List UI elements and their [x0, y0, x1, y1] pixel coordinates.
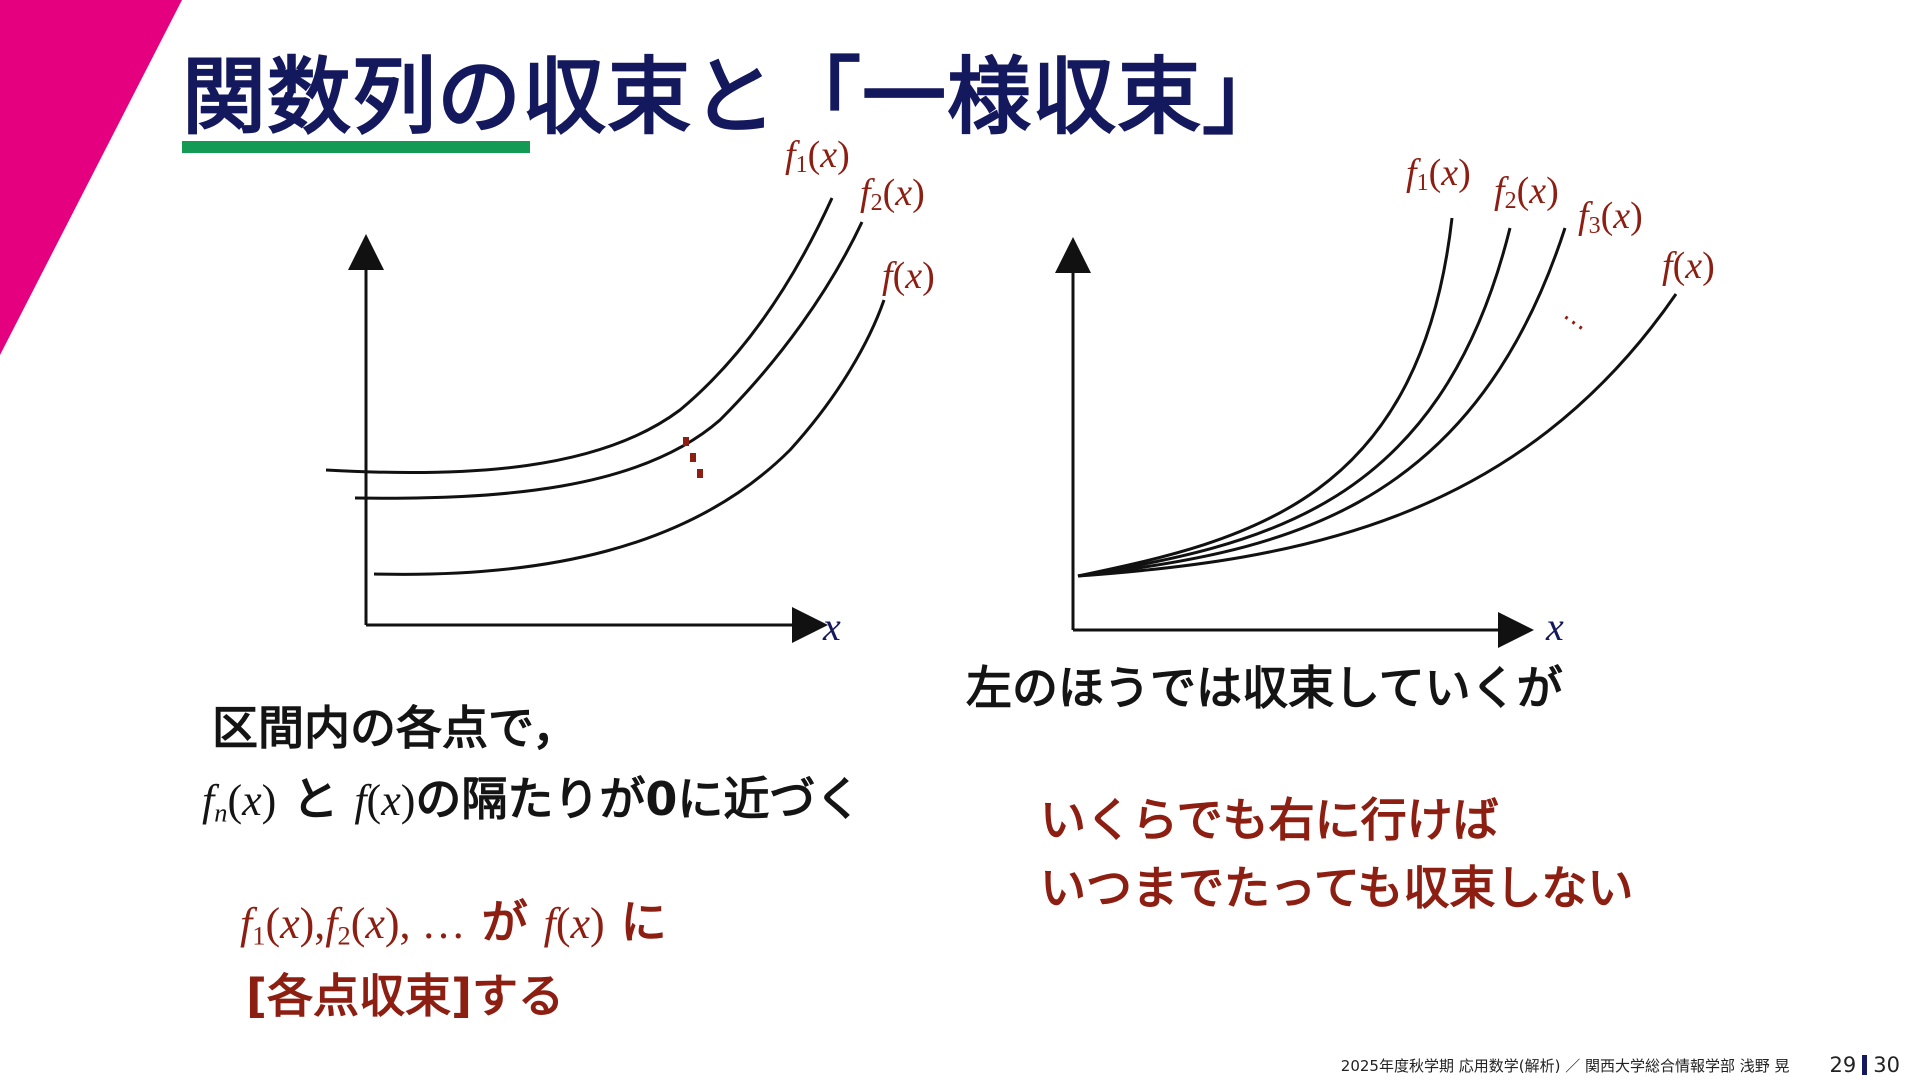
page-total: 30 [1873, 1053, 1900, 1077]
curve-f2 [1077, 227, 1512, 578]
title-underline [182, 141, 530, 153]
f-x: f(x) [354, 776, 416, 825]
axis-label-x: x [822, 604, 841, 649]
ellipsis-dots [683, 437, 703, 478]
curve-f2 [354, 221, 864, 500]
right-graph: f1(x) f2(x) f3(x) f(x) … x [1055, 152, 1715, 649]
curve-f1 [1077, 217, 1454, 578]
pointwise-conclusion-line2: [各点収束]する [246, 969, 565, 1023]
axis-label-x: x [1545, 604, 1564, 649]
page-number: 29 [1829, 1053, 1857, 1077]
right-conclusion-line2: いつまでたっても収束しない [1040, 861, 1634, 915]
accent-triangle [0, 0, 182, 355]
label-f1: f1(x) [785, 134, 850, 178]
curve-f3 [1077, 227, 1567, 578]
curve-f [373, 299, 886, 576]
right-conclusion-line1: いくらでも右に行けば [1040, 793, 1499, 847]
left-graph: f1(x) f2(x) f(x) x [325, 134, 935, 649]
label-f2: f2(x) [1494, 170, 1559, 214]
curve-f1 [325, 197, 834, 475]
footer: 2025年度秋学期 応用数学(解析) ／ 関西大学総合情報学部 浅野 晃 29 … [1341, 1053, 1900, 1077]
curve-f [1077, 293, 1678, 578]
label-f: f(x) [1662, 245, 1715, 287]
footer-text: 2025年度秋学期 応用数学(解析) ／ 関西大学総合情報学部 浅野 晃 [1340, 1056, 1790, 1075]
pointwise-conclusion-line1: f1(x),f2(x), … が f(x) に [240, 895, 667, 951]
page-title: 関数列の収束と「一様収束」 [182, 48, 1288, 146]
sequence-math: f1(x),f2(x), … [240, 899, 466, 951]
right-description: 左のほうでは収束していくが [966, 661, 1563, 715]
fn-x: fn(x) [202, 776, 277, 828]
page-separator [1862, 1055, 1868, 1075]
label-f3: f3(x) [1578, 195, 1643, 239]
ellipsis-dots: … [1558, 298, 1597, 337]
pointwise-description-line2: fn(x) と f(x)の隔たりが0に近づく [202, 772, 862, 828]
pointwise-description-line1: 区間内の各点で， [212, 701, 579, 755]
label-f1: f1(x) [1406, 152, 1471, 196]
label-f: f(x) [882, 255, 935, 297]
